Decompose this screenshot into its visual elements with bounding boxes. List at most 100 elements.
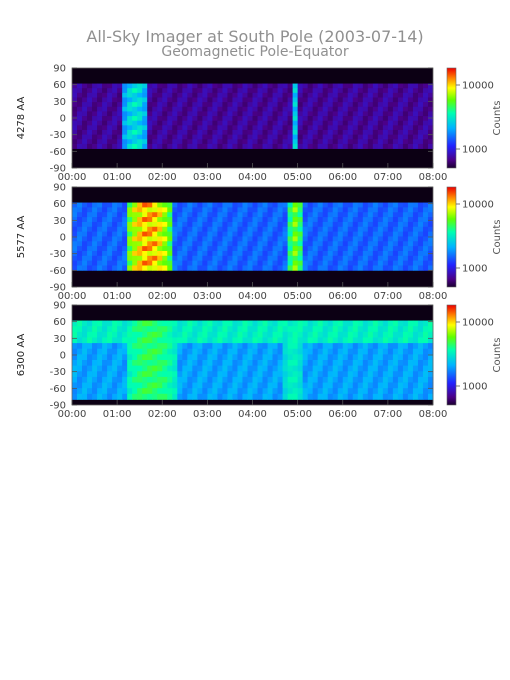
heatmap-cell xyxy=(137,226,143,232)
heatmap-cell xyxy=(292,143,299,149)
heatmap-cell xyxy=(222,212,228,218)
heatmap-cell xyxy=(367,92,374,98)
heatmap-cell xyxy=(407,207,414,213)
y-tick-label: 60 xyxy=(53,199,66,210)
heatmap-cell xyxy=(407,212,414,218)
heatmap-cell xyxy=(262,260,268,266)
heatmap-cell xyxy=(397,111,404,117)
heatmap-cell xyxy=(187,116,193,122)
heatmap-cell xyxy=(232,231,238,237)
heatmap-cell xyxy=(372,241,379,247)
heatmap-cell xyxy=(417,134,424,140)
heatmap-cell xyxy=(227,371,233,378)
heatmap-cell xyxy=(167,260,173,266)
heatmap-cell xyxy=(247,343,253,350)
heatmap-cell xyxy=(97,371,103,378)
heatmap-cell xyxy=(412,354,419,361)
heatmap-cell xyxy=(257,371,263,378)
heatmap-cell xyxy=(422,106,429,112)
heatmap-cell xyxy=(212,388,218,395)
heatmap-cell xyxy=(72,348,78,355)
heatmap-cell xyxy=(427,337,434,344)
heatmap-cell xyxy=(297,83,304,89)
heatmap-cell xyxy=(332,360,339,367)
heatmap-cell xyxy=(332,207,339,213)
heatmap-cell xyxy=(177,129,183,136)
heatmap-cell xyxy=(142,125,148,131)
heatmap-cell xyxy=(152,246,158,252)
heatmap-cell xyxy=(352,221,359,228)
heatmap-cell xyxy=(287,320,294,327)
heatmap-cell xyxy=(377,388,384,395)
heatmap-cell xyxy=(137,212,143,218)
heatmap-cell xyxy=(337,250,344,257)
heatmap-cell xyxy=(92,92,98,98)
heatmap-cell xyxy=(222,326,228,333)
heatmap-cell xyxy=(237,202,243,208)
heatmap-cell xyxy=(172,241,178,247)
heatmap-cell xyxy=(407,354,414,361)
heatmap-cell xyxy=(102,97,108,103)
heatmap-cell xyxy=(172,354,178,361)
heatmap-cell xyxy=(137,129,143,136)
heatmap-cell xyxy=(282,365,288,372)
heatmap-cell xyxy=(82,116,88,122)
heatmap-cell xyxy=(352,382,359,389)
heatmap-cell xyxy=(242,102,248,108)
heatmap-cell xyxy=(427,221,434,228)
heatmap-cell xyxy=(297,236,304,242)
heatmap-cell xyxy=(322,111,329,117)
heatmap-cell xyxy=(172,102,178,108)
heatmap-cell xyxy=(342,360,349,367)
heatmap-cell xyxy=(192,143,198,149)
heatmap-cell xyxy=(422,365,429,372)
heatmap-cell xyxy=(282,371,288,378)
heatmap-cell xyxy=(397,246,404,252)
heatmap-cell xyxy=(132,393,138,400)
heatmap-cell xyxy=(392,246,399,252)
x-tick-label: 02:00 xyxy=(148,409,177,420)
heatmap-cell xyxy=(112,260,118,266)
heatmap-cell xyxy=(147,343,153,350)
heatmap-cell xyxy=(207,102,213,108)
heatmap-cell xyxy=(357,320,364,327)
heatmap-cell xyxy=(252,106,258,112)
heatmap-cell xyxy=(167,241,173,247)
heatmap-cell xyxy=(242,236,248,242)
heatmap-cell xyxy=(297,265,304,271)
heatmap-cell xyxy=(107,265,113,271)
heatmap-cell xyxy=(112,212,118,218)
heatmap-cell xyxy=(392,331,399,338)
heatmap-cell xyxy=(152,111,158,117)
heatmap-cell xyxy=(347,331,354,338)
heatmap-cell xyxy=(242,393,248,400)
heatmap-cell xyxy=(222,382,228,389)
heatmap-cell xyxy=(357,129,364,136)
heatmap-cell xyxy=(307,354,314,361)
heatmap-cell xyxy=(97,106,103,112)
heatmap-cell xyxy=(212,221,218,228)
heatmap-cell xyxy=(407,202,414,208)
heatmap-cell xyxy=(282,102,288,108)
heatmap-cell xyxy=(327,111,334,117)
heatmap-cell xyxy=(212,326,218,333)
heatmap-cell xyxy=(97,92,103,98)
heatmap-cell xyxy=(107,226,113,232)
heatmap-cell xyxy=(117,221,123,228)
heatmap-cell xyxy=(327,343,334,350)
heatmap-cell xyxy=(362,221,369,228)
heatmap-cell xyxy=(342,255,349,262)
heatmap-cell xyxy=(72,88,78,94)
heatmap-cell xyxy=(377,255,384,262)
heatmap-cell xyxy=(412,129,419,136)
heatmap-cell xyxy=(372,116,379,122)
heatmap-cell xyxy=(82,236,88,242)
heatmap-cell xyxy=(262,83,268,89)
heatmap-cell xyxy=(412,134,419,140)
heatmap-cell xyxy=(72,207,78,213)
heatmap-cell xyxy=(82,217,88,223)
heatmap-cell xyxy=(382,231,389,237)
heatmap-cell xyxy=(367,250,374,257)
heatmap-cell xyxy=(82,111,88,117)
